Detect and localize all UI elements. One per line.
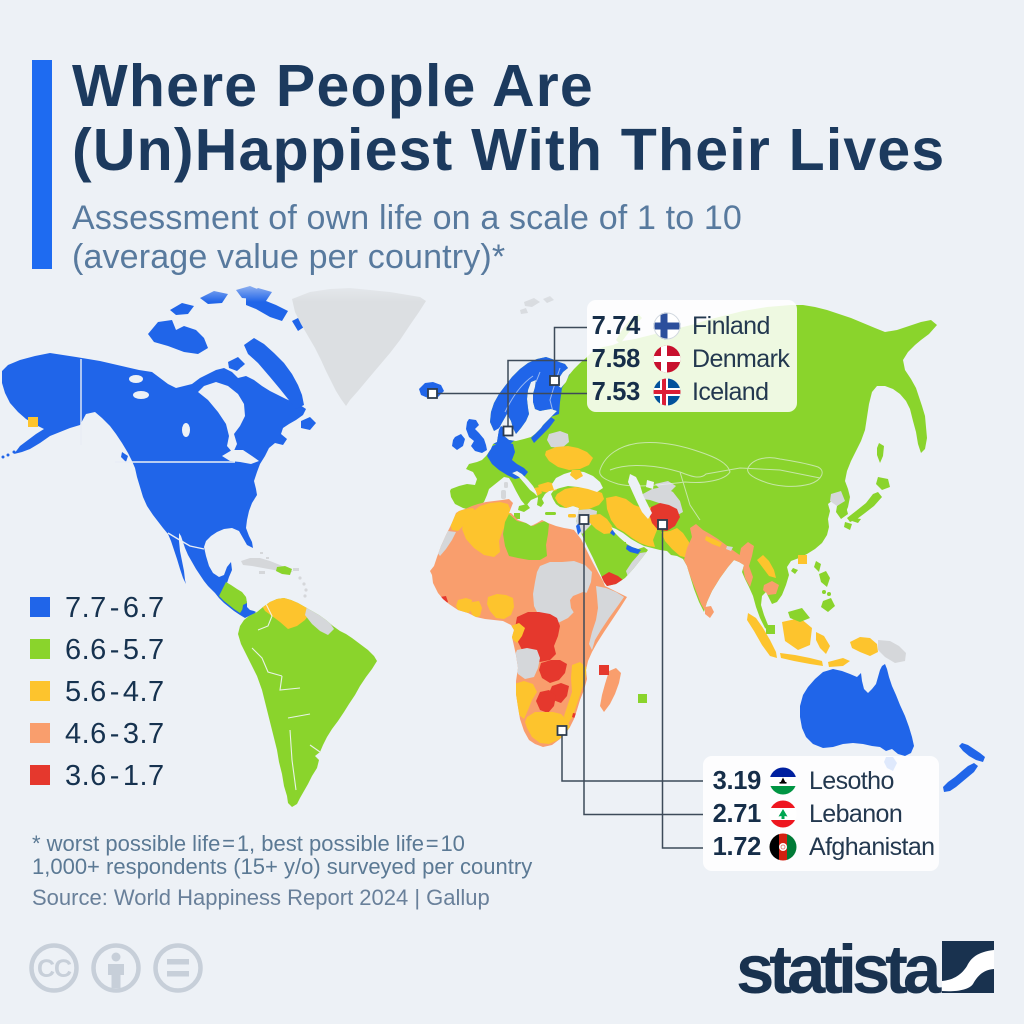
svg-text:CC: CC: [37, 955, 72, 983]
